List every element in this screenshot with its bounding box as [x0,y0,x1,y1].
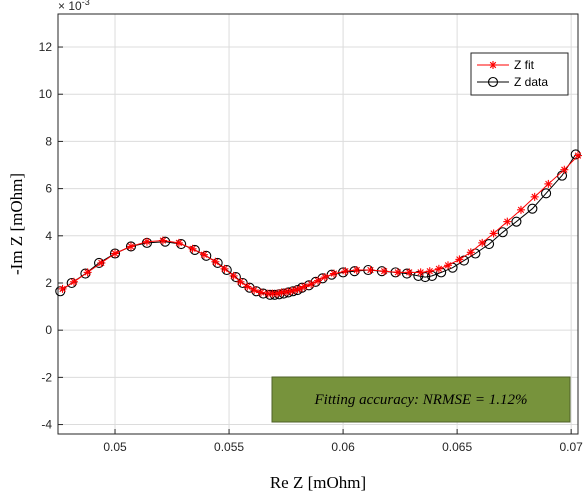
annotation-text: Fitting accuracy: NRMSE = 1.12% [314,392,528,408]
y-axis-label: -Im Z [mOhm] [7,173,26,275]
x-axis-label: Re Z [mOhm] [270,473,366,492]
y-tick-label: -4 [41,418,52,432]
x-tick-label: 0.065 [442,440,472,454]
z-data-line [60,154,577,296]
z-fit-point [158,236,167,245]
z-data-point [176,239,187,250]
z-fit-point [58,284,67,293]
z-fit-point [229,271,238,280]
series-layer [55,149,582,300]
z-fit-point [455,255,464,264]
plot-frame [57,13,579,435]
z-fit-point [286,287,295,296]
z-fit-point [126,242,135,251]
z-fit-point [444,261,452,270]
legend-data-swatch [477,76,509,88]
z-data-point [484,239,495,250]
z-data-point [80,268,91,279]
y-tick-label: 0 [45,323,52,337]
z-data-point [189,244,200,256]
z-data-point [66,277,77,289]
x-axis-ticks: 0.05 0.055 0.06 0.065 0.07 [103,429,583,454]
z-fit-point [366,266,375,275]
z-fit-point [329,269,338,278]
series-z-fit [58,151,582,298]
y-tick-label: 10 [39,87,53,101]
z-fit-point [478,238,487,247]
z-fit-point [236,277,245,286]
y-tick-label: 4 [45,229,52,243]
legend-fit-swatch [477,61,509,69]
z-fit-point [307,280,316,289]
z-fit-point [503,217,512,226]
z-fit-point [466,248,475,257]
z-fit-point [320,273,329,282]
z-fit-point [516,205,525,214]
legend: Z fit Z data [470,52,569,96]
z-fit-point [111,249,120,258]
z-fit-point [220,264,229,273]
x-tick-label: 0.05 [103,440,127,454]
z-fit-point [544,179,553,188]
annotation-box: Fitting accuracy: NRMSE = 1.12% [271,376,571,423]
y-tick-label: -2 [41,370,52,384]
z-fit-point [405,268,414,277]
z-fit-point [560,165,569,174]
z-fit-point [250,286,259,295]
legend-data-marker [487,76,499,88]
y-exponent-label: × 10-3 [58,0,90,13]
z-data-point [125,241,137,252]
z-data-point [109,248,121,259]
z-fit-point [69,277,78,286]
z-fit-point [530,192,539,201]
y-axis-ticks: -4 -2 0 2 4 6 8 10 12 [39,40,63,432]
x-tick-label: 0.055 [214,440,244,454]
z-fit-point [380,267,389,276]
y-tick-label: 6 [45,182,52,196]
y-tick-label: 8 [45,134,52,148]
z-data-point [413,270,424,281]
z-fit-point [352,266,361,275]
z-data-point [212,257,223,268]
z-data-point [221,264,232,276]
z-fit-point [489,229,498,238]
z-fit-point [300,282,309,291]
z-data-point [511,216,522,227]
z-data-point [497,227,508,238]
z-fit-point [142,237,151,246]
z-fit-point [314,276,322,285]
x-tick-label: 0.07 [559,440,583,454]
z-fit-point [97,258,106,267]
z-fit-line [62,155,579,295]
z-data-point [541,188,552,199]
legend-data-label: Z data [514,75,548,89]
z-fit-point [416,268,425,277]
z-fit-point [199,250,208,259]
z-fit-point [256,288,265,297]
y-tick-label: 12 [39,40,53,54]
legend-fit-marker [489,61,497,69]
y-tick-label: 2 [45,276,52,290]
z-fit-point [83,268,92,277]
z-fit-point [341,267,350,276]
z-data-point [401,268,412,279]
x-tick-label: 0.06 [331,440,355,454]
z-data-point [420,272,431,283]
legend-fit-label: Z fit [514,58,535,72]
z-fit-point [243,282,252,291]
z-fit-point [188,244,197,253]
z-fit-point [574,151,582,160]
z-fit-point [393,268,402,277]
z-data-point [230,272,241,283]
z-fit-point [425,267,434,276]
z-data-point [570,149,581,160]
z-fit-point [174,238,183,247]
z-fit-point [434,264,443,273]
legend-box [470,52,569,96]
annotation-background [271,376,571,423]
z-fit-point [211,257,220,266]
z-data-point [201,250,212,261]
z-data-point [527,203,538,214]
